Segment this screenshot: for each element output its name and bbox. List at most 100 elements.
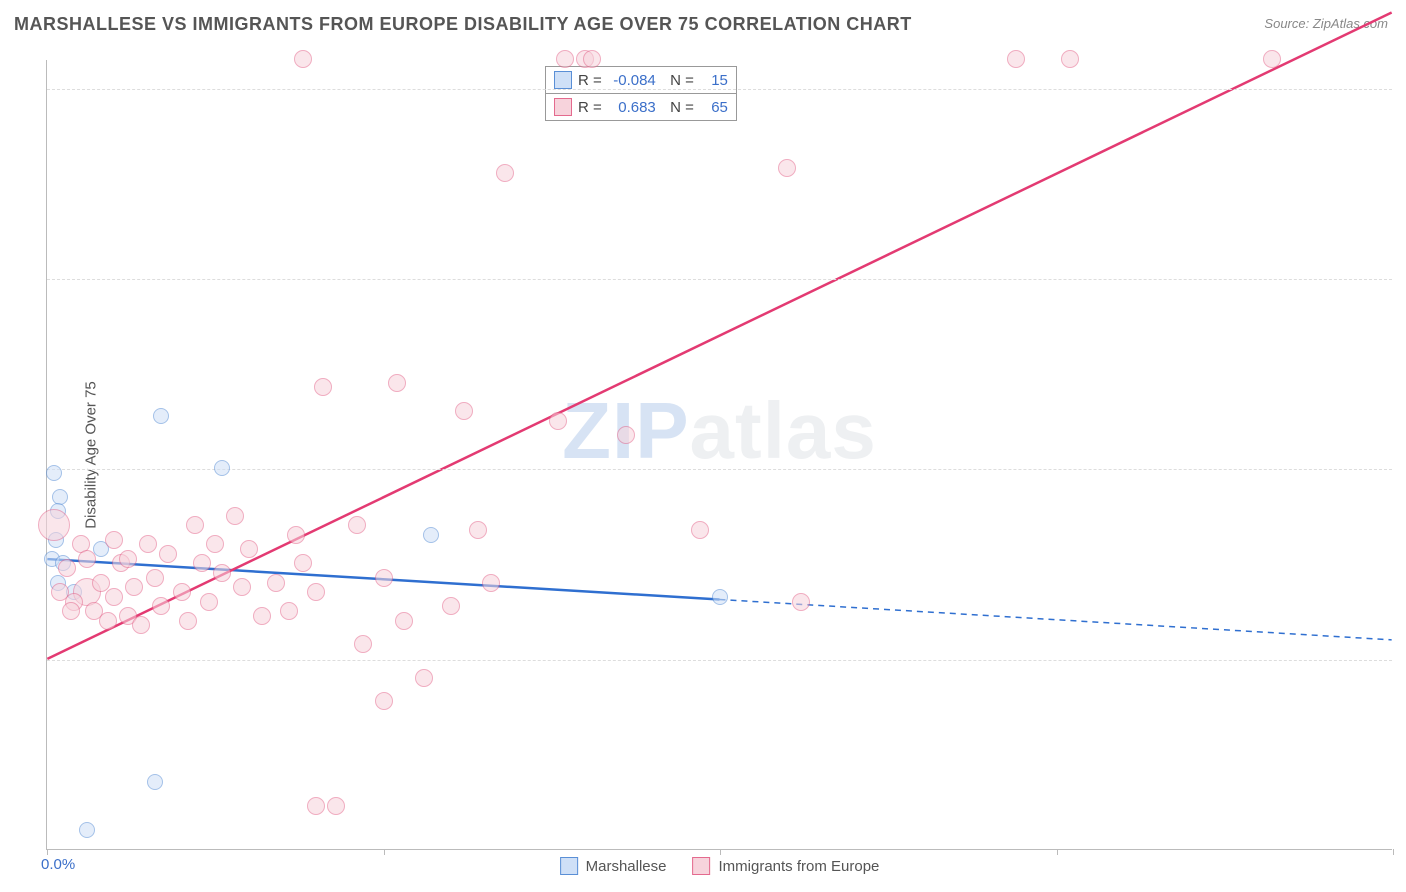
- scatter-point: [226, 507, 244, 525]
- scatter-point: [186, 516, 204, 534]
- scatter-point: [778, 159, 796, 177]
- scatter-point: [92, 574, 110, 592]
- scatter-point: [294, 554, 312, 572]
- scatter-point: [348, 516, 366, 534]
- x-tickmark: [720, 849, 721, 855]
- scatter-point: [583, 50, 601, 68]
- scatter-point: [267, 574, 285, 592]
- scatter-point: [146, 569, 164, 587]
- scatter-point: [415, 669, 433, 687]
- scatter-point: [58, 559, 76, 577]
- x-tickmark: [1393, 849, 1394, 855]
- scatter-point: [46, 465, 62, 481]
- scatter-point: [193, 554, 211, 572]
- scatter-point: [147, 774, 163, 790]
- scatter-point: [354, 635, 372, 653]
- x-tick-right: 100.0%: [1398, 856, 1406, 873]
- gridline-h: [47, 89, 1392, 90]
- x-tickmark: [1057, 849, 1058, 855]
- scatter-point: [1061, 50, 1079, 68]
- scatter-point: [1263, 50, 1281, 68]
- scatter-point: [294, 50, 312, 68]
- scatter-point: [206, 535, 224, 553]
- x-tick-left: 0.0%: [41, 856, 75, 873]
- scatter-point: [213, 564, 231, 582]
- scatter-point: [153, 408, 169, 424]
- scatter-point: [105, 531, 123, 549]
- scatter-point: [327, 797, 345, 815]
- scatter-point: [691, 521, 709, 539]
- legend-label: Immigrants from Europe: [718, 858, 879, 875]
- legend-r-value: 0.683: [608, 99, 656, 116]
- scatter-point: [240, 540, 258, 558]
- scatter-point: [549, 412, 567, 430]
- legend-r-label: R =: [578, 99, 602, 116]
- scatter-point: [200, 593, 218, 611]
- scatter-point: [125, 578, 143, 596]
- scatter-point: [442, 597, 460, 615]
- legend-r-value: -0.084: [608, 72, 656, 89]
- legend-n-value: 65: [700, 99, 728, 116]
- x-tickmark: [47, 849, 48, 855]
- legend-stats-row: R = 0.683 N = 65: [546, 94, 736, 121]
- scatter-point: [556, 50, 574, 68]
- scatter-point: [482, 574, 500, 592]
- scatter-point: [214, 460, 230, 476]
- legend-bottom: Marshallese Immigrants from Europe: [560, 857, 880, 875]
- scatter-point: [388, 374, 406, 392]
- scatter-point: [455, 402, 473, 420]
- scatter-point: [51, 583, 69, 601]
- plot-area: ZIPatlas Disability Age Over 75 R =-0.08…: [46, 60, 1392, 850]
- scatter-point: [38, 509, 70, 541]
- scatter-point: [139, 535, 157, 553]
- scatter-point: [496, 164, 514, 182]
- y-tick-label: 100.0%: [1398, 80, 1406, 97]
- trend-line-dashed: [720, 599, 1392, 639]
- scatter-point: [712, 589, 728, 605]
- scatter-point: [233, 578, 251, 596]
- scatter-point: [423, 527, 439, 543]
- gridline-h: [47, 279, 1392, 280]
- legend-stats-row: R =-0.084 N =15: [546, 67, 736, 94]
- gridline-h: [47, 469, 1392, 470]
- scatter-point: [375, 692, 393, 710]
- scatter-point: [1007, 50, 1025, 68]
- scatter-point: [617, 426, 635, 444]
- scatter-point: [132, 616, 150, 634]
- y-tick-label: 80.0%: [1398, 270, 1406, 287]
- scatter-point: [280, 602, 298, 620]
- legend-swatch: [554, 98, 572, 116]
- scatter-point: [179, 612, 197, 630]
- x-tickmark: [384, 849, 385, 855]
- chart-title: MARSHALLESE VS IMMIGRANTS FROM EUROPE DI…: [14, 14, 912, 35]
- scatter-point: [375, 569, 393, 587]
- scatter-point: [395, 612, 413, 630]
- scatter-point: [314, 378, 332, 396]
- legend-n-label: N =: [662, 99, 694, 116]
- y-tick-label: 40.0%: [1398, 651, 1406, 668]
- scatter-point: [307, 583, 325, 601]
- scatter-point: [173, 583, 191, 601]
- legend-stats-box: R =-0.084 N =15R =0.683 N =65: [545, 66, 737, 121]
- legend-r-label: R =: [578, 72, 602, 89]
- scatter-point: [469, 521, 487, 539]
- source-label: Source:: [1264, 16, 1309, 31]
- y-tick-label: 60.0%: [1398, 461, 1406, 478]
- scatter-point: [119, 550, 137, 568]
- legend-swatch: [554, 71, 572, 89]
- scatter-point: [792, 593, 810, 611]
- scatter-point: [78, 550, 96, 568]
- legend-swatch: [560, 857, 578, 875]
- trend-lines-svg: [47, 60, 1392, 849]
- scatter-point: [152, 597, 170, 615]
- scatter-point: [159, 545, 177, 563]
- scatter-point: [253, 607, 271, 625]
- scatter-point: [99, 612, 117, 630]
- legend-item: Immigrants from Europe: [692, 857, 879, 875]
- scatter-point: [287, 526, 305, 544]
- gridline-h: [47, 660, 1392, 661]
- legend-n-label: N =: [662, 72, 694, 89]
- legend-item: Marshallese: [560, 857, 667, 875]
- legend-swatch: [692, 857, 710, 875]
- scatter-point: [62, 602, 80, 620]
